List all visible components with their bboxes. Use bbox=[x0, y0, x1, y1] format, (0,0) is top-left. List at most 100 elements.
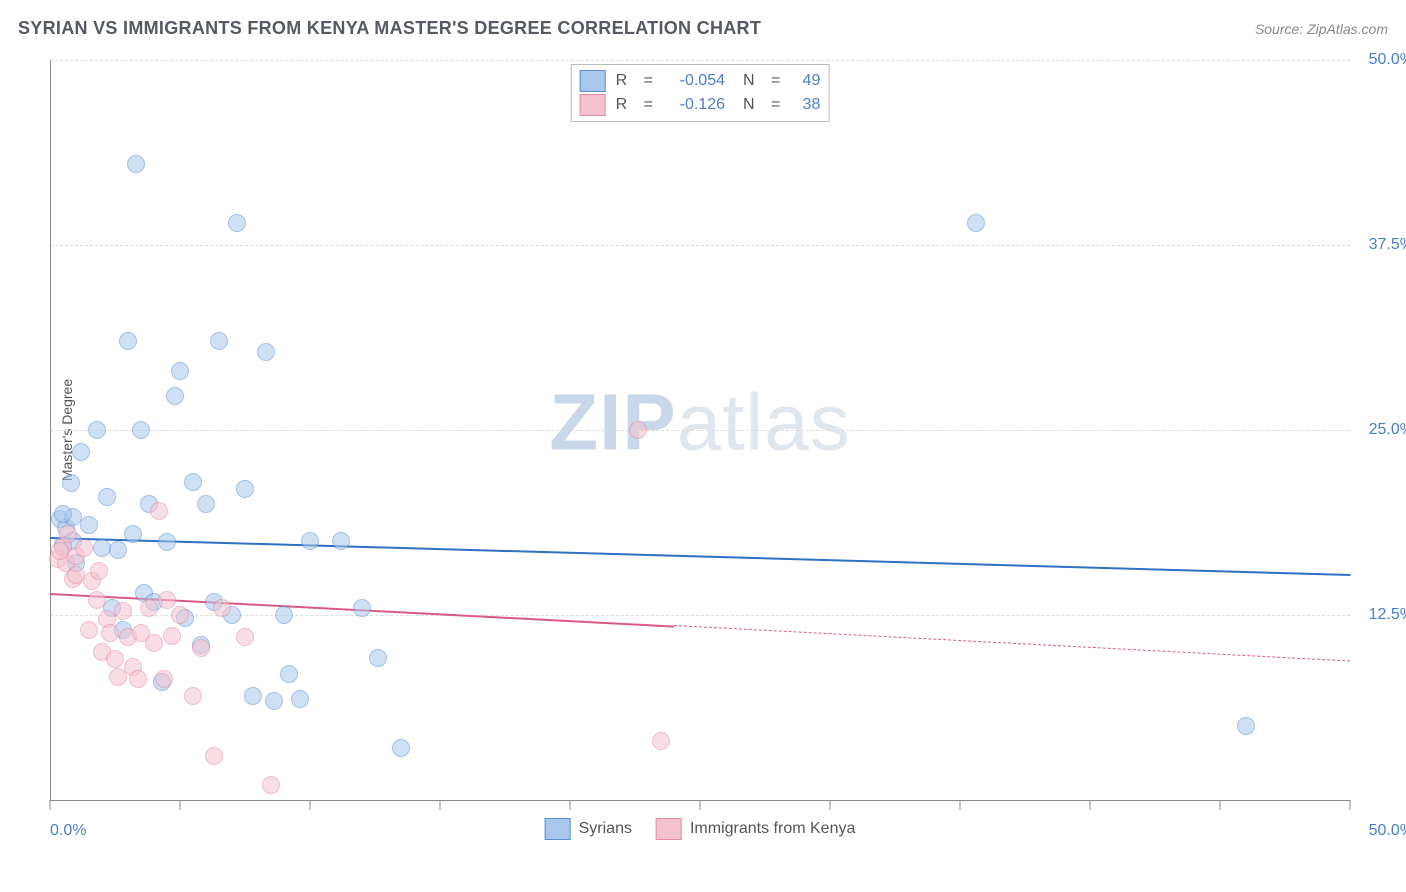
scatter-point-kenya bbox=[90, 562, 108, 580]
scatter-point-syrians bbox=[72, 443, 90, 461]
scatter-point-kenya bbox=[106, 650, 124, 668]
chart-title: SYRIAN VS IMMIGRANTS FROM KENYA MASTER'S… bbox=[18, 18, 761, 39]
scatter-point-kenya bbox=[155, 670, 173, 688]
scatter-point-kenya bbox=[129, 670, 147, 688]
scatter-point-kenya bbox=[101, 624, 119, 642]
gridline-h bbox=[50, 430, 1350, 431]
scatter-point-syrians bbox=[1237, 717, 1255, 735]
scatter-point-kenya bbox=[150, 502, 168, 520]
stat-r-label: R bbox=[616, 96, 634, 114]
scatter-point-syrians bbox=[54, 505, 72, 523]
scatter-point-syrians bbox=[62, 474, 80, 492]
scatter-point-kenya bbox=[236, 628, 254, 646]
x-tick bbox=[700, 800, 701, 810]
y-axis bbox=[50, 60, 51, 800]
scatter-point-kenya bbox=[51, 542, 69, 560]
stat-r-syrians: -0.054 bbox=[663, 72, 725, 90]
x-tick bbox=[570, 800, 571, 810]
scatter-point-syrians bbox=[392, 739, 410, 757]
x-tick bbox=[830, 800, 831, 810]
x-tick-label: 0.0% bbox=[50, 822, 86, 840]
scatter-point-syrians bbox=[301, 532, 319, 550]
scatter-point-kenya bbox=[213, 599, 231, 617]
scatter-point-kenya bbox=[114, 602, 132, 620]
x-tick-label: 50.0% bbox=[1369, 822, 1406, 840]
legend-label-syrians: Syrians bbox=[579, 820, 632, 838]
swatch-syrians bbox=[580, 70, 606, 92]
legend-item-kenya: Immigrants from Kenya bbox=[656, 818, 855, 840]
gridline-h bbox=[50, 615, 1350, 616]
scatter-point-syrians bbox=[967, 214, 985, 232]
scatter-point-syrians bbox=[124, 525, 142, 543]
scatter-point-kenya bbox=[145, 634, 163, 652]
x-tick bbox=[180, 800, 181, 810]
legend-stats-row-syrians: R = -0.054 N = 49 bbox=[580, 69, 821, 93]
x-tick bbox=[50, 800, 51, 810]
scatter-point-syrians bbox=[197, 495, 215, 513]
scatter-point-syrians bbox=[265, 692, 283, 710]
x-tick bbox=[1090, 800, 1091, 810]
scatter-point-kenya bbox=[262, 776, 280, 794]
trendline-syrians bbox=[50, 537, 1350, 576]
scatter-point-syrians bbox=[210, 332, 228, 350]
legend-item-syrians: Syrians bbox=[545, 818, 632, 840]
x-tick bbox=[310, 800, 311, 810]
scatter-point-kenya bbox=[158, 591, 176, 609]
scatter-point-syrians bbox=[280, 665, 298, 683]
scatter-point-kenya bbox=[171, 606, 189, 624]
chart-area: Master's Degree ZIPatlas 12.5%25.0%37.5%… bbox=[50, 60, 1350, 800]
y-tick-label: 37.5% bbox=[1369, 236, 1406, 254]
scatter-point-kenya bbox=[184, 687, 202, 705]
stat-r-label: R bbox=[616, 72, 634, 90]
scatter-point-syrians bbox=[236, 480, 254, 498]
stat-n-kenya: 38 bbox=[790, 96, 820, 114]
scatter-point-syrians bbox=[109, 541, 127, 559]
scatter-point-kenya bbox=[140, 599, 158, 617]
scatter-point-syrians bbox=[88, 421, 106, 439]
scatter-point-syrians bbox=[275, 606, 293, 624]
stat-r-kenya: -0.126 bbox=[663, 96, 725, 114]
scatter-point-syrians bbox=[228, 214, 246, 232]
chart-header: SYRIAN VS IMMIGRANTS FROM KENYA MASTER'S… bbox=[18, 18, 1388, 39]
legend-series: Syrians Immigrants from Kenya bbox=[545, 818, 856, 840]
scatter-point-kenya bbox=[80, 621, 98, 639]
scatter-point-syrians bbox=[98, 488, 116, 506]
scatter-point-kenya bbox=[192, 639, 210, 657]
gridline-h bbox=[50, 245, 1350, 246]
scatter-point-syrians bbox=[291, 690, 309, 708]
scatter-point-syrians bbox=[257, 343, 275, 361]
plot-region: 12.5%25.0%37.5%50.0%0.0%50.0% bbox=[50, 60, 1350, 800]
scatter-point-kenya bbox=[629, 421, 647, 439]
legend-label-kenya: Immigrants from Kenya bbox=[690, 820, 855, 838]
scatter-point-syrians bbox=[80, 516, 98, 534]
y-tick-label: 50.0% bbox=[1369, 51, 1406, 69]
scatter-point-syrians bbox=[353, 599, 371, 617]
scatter-point-kenya bbox=[75, 539, 93, 557]
scatter-point-kenya bbox=[88, 591, 106, 609]
x-tick bbox=[1220, 800, 1221, 810]
scatter-point-syrians bbox=[119, 332, 137, 350]
legend-stats: R = -0.054 N = 49 R = -0.126 N = 38 bbox=[571, 64, 830, 122]
scatter-point-kenya bbox=[59, 525, 77, 543]
x-tick bbox=[440, 800, 441, 810]
swatch-syrians bbox=[545, 818, 571, 840]
scatter-point-kenya bbox=[205, 747, 223, 765]
scatter-point-kenya bbox=[652, 732, 670, 750]
y-tick-label: 12.5% bbox=[1369, 606, 1406, 624]
chart-source: Source: ZipAtlas.com bbox=[1255, 21, 1388, 37]
scatter-point-syrians bbox=[332, 532, 350, 550]
trendline-dashed-kenya bbox=[674, 625, 1350, 662]
scatter-point-syrians bbox=[158, 533, 176, 551]
scatter-point-kenya bbox=[109, 668, 127, 686]
y-tick-label: 25.0% bbox=[1369, 421, 1406, 439]
scatter-point-syrians bbox=[166, 387, 184, 405]
gridline-h bbox=[50, 60, 1350, 61]
stat-n-label: N bbox=[743, 96, 761, 114]
scatter-point-syrians bbox=[132, 421, 150, 439]
scatter-point-syrians bbox=[171, 362, 189, 380]
swatch-kenya bbox=[580, 94, 606, 116]
x-tick bbox=[960, 800, 961, 810]
x-tick bbox=[1350, 800, 1351, 810]
scatter-point-syrians bbox=[244, 687, 262, 705]
legend-stats-row-kenya: R = -0.126 N = 38 bbox=[580, 93, 821, 117]
